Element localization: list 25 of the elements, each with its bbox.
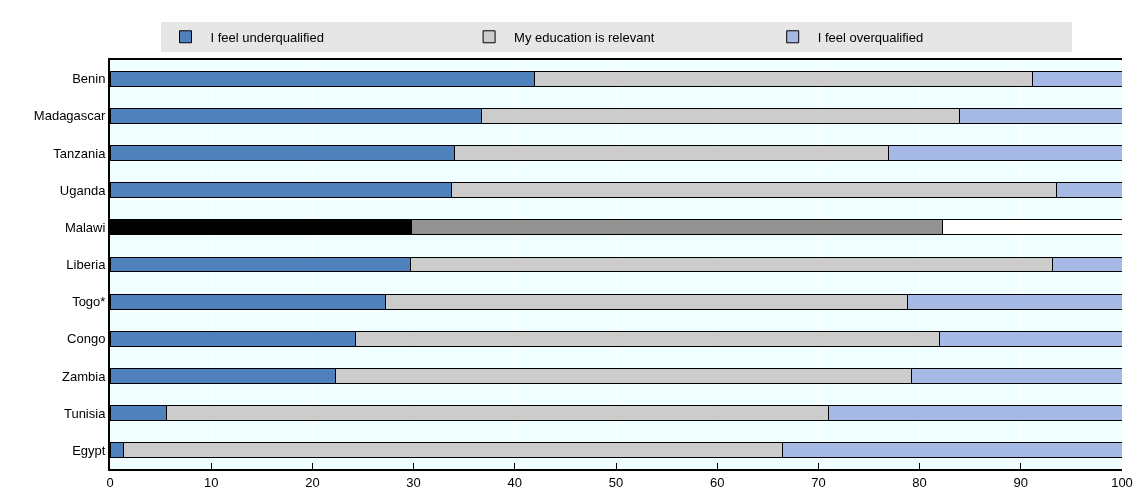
x-tick-label: 40 [507,474,523,490]
y-tick-label: Benin [72,71,106,87]
x-tick-label: 90 [1013,474,1029,490]
y-tick-label: Uganda [59,182,107,198]
x-tick-label: 100 [1111,474,1133,490]
x-tick-label: 70 [811,474,826,490]
y-tick-label: Egypt [72,442,106,458]
y-tick-label: Madagascar [33,108,107,124]
x-tick-label: 80 [912,474,927,490]
x-tick-label: 60 [709,474,725,490]
legend-label: I feel overqualified [817,29,924,45]
x-tick-label: 10 [203,474,219,490]
x-tick-label: 0 [106,474,114,490]
y-tick-label: Liberia [66,257,107,273]
legend-label: My education is relevant [514,29,655,45]
y-tick-label: Tanzania [53,145,107,161]
x-tick-label: 30 [406,474,421,490]
x-tick-label: 50 [608,474,624,490]
x-tick-label: 20 [305,474,320,490]
legend-label: I feel underqualified [210,29,324,45]
y-tick-label: Malawi [64,219,106,235]
y-tick-label: Zambia [62,368,107,384]
y-tick-label: Congo [67,331,106,347]
y-tick-label: Tunisia [63,405,107,421]
y-tick-label: Togo* [72,294,106,310]
